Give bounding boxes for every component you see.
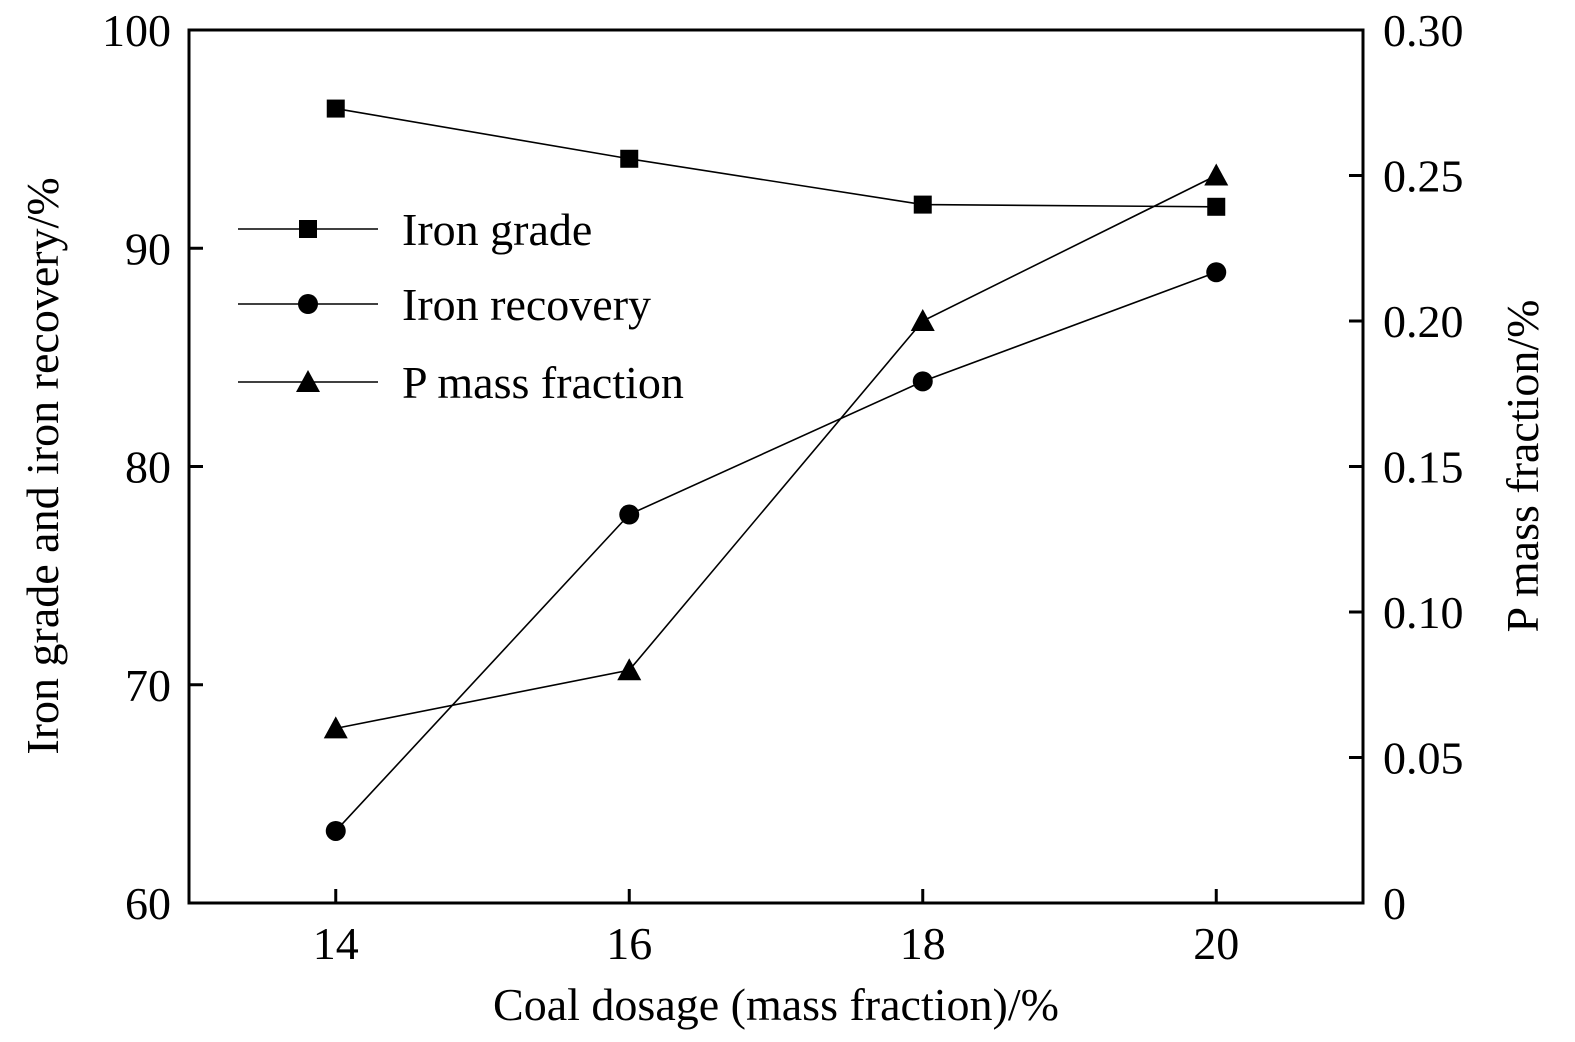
legend-label-p-mass-fraction: P mass fraction bbox=[402, 357, 684, 408]
right-tick-label: 0.15 bbox=[1383, 442, 1464, 493]
x-tick-label: 18 bbox=[900, 918, 946, 969]
x-axis-title: Coal dosage (mass fraction)/% bbox=[493, 979, 1059, 1030]
p-mass-fraction-point bbox=[617, 658, 642, 681]
plot-frame bbox=[187, 28, 1365, 905]
left-tick-label: 90 bbox=[125, 223, 171, 274]
right-tick-label: 0.25 bbox=[1383, 151, 1464, 202]
iron-recovery-line bbox=[335, 271, 1217, 832]
right-tick-label: 0.05 bbox=[1383, 733, 1464, 784]
x-tick-label: 20 bbox=[1193, 918, 1239, 969]
right-tick-label: 0.20 bbox=[1383, 296, 1464, 347]
p-mass-fraction-point bbox=[1204, 163, 1229, 186]
iron-grade-point bbox=[326, 99, 345, 118]
left-y-axis-title: Iron grade and iron recovery/% bbox=[17, 177, 68, 754]
right-tick-label: 0.30 bbox=[1383, 5, 1464, 56]
x-tick-label: 16 bbox=[606, 918, 652, 969]
legend-marker-iron-grade bbox=[299, 220, 317, 238]
legend-marker-p-mass-fraction bbox=[296, 370, 320, 392]
iron-recovery-point bbox=[619, 504, 640, 525]
legend-label-iron-grade: Iron grade bbox=[402, 204, 592, 255]
right-y-axis: 0 0.05 0.10 0.15 0.20 0.25 0.30 bbox=[1349, 5, 1464, 929]
left-tick-label: 70 bbox=[125, 660, 171, 711]
legend-marker-iron-recovery bbox=[298, 294, 318, 314]
iron-grade-point bbox=[1207, 197, 1226, 216]
right-y-axis-title: P mass fraction/% bbox=[1497, 299, 1548, 632]
iron-grade-line bbox=[335, 107, 1217, 208]
iron-grade-point bbox=[913, 195, 932, 214]
series-layer bbox=[323, 99, 1229, 841]
left-tick-label: 60 bbox=[125, 878, 171, 929]
iron-recovery-point bbox=[912, 371, 933, 392]
iron-recovery-point bbox=[1206, 262, 1227, 283]
p-mass-fraction-point bbox=[910, 309, 935, 331]
x-axis: 14 16 18 20 bbox=[313, 889, 1239, 969]
left-tick-label: 100 bbox=[102, 5, 171, 56]
iron-grade-point bbox=[620, 149, 639, 168]
p-mass-fraction-point bbox=[323, 716, 348, 739]
legend: Iron grade Iron recovery P mass fraction bbox=[238, 204, 684, 408]
left-tick-label: 80 bbox=[125, 442, 171, 493]
iron-recovery-point bbox=[325, 820, 346, 841]
x-tick-label: 14 bbox=[313, 918, 359, 969]
left-y-axis: 60 70 80 90 100 bbox=[102, 5, 203, 929]
right-tick-label: 0 bbox=[1383, 878, 1406, 929]
right-tick-label: 0.10 bbox=[1383, 587, 1464, 638]
p-mass-fraction-line bbox=[335, 174, 1217, 730]
legend-label-iron-recovery: Iron recovery bbox=[402, 279, 651, 330]
